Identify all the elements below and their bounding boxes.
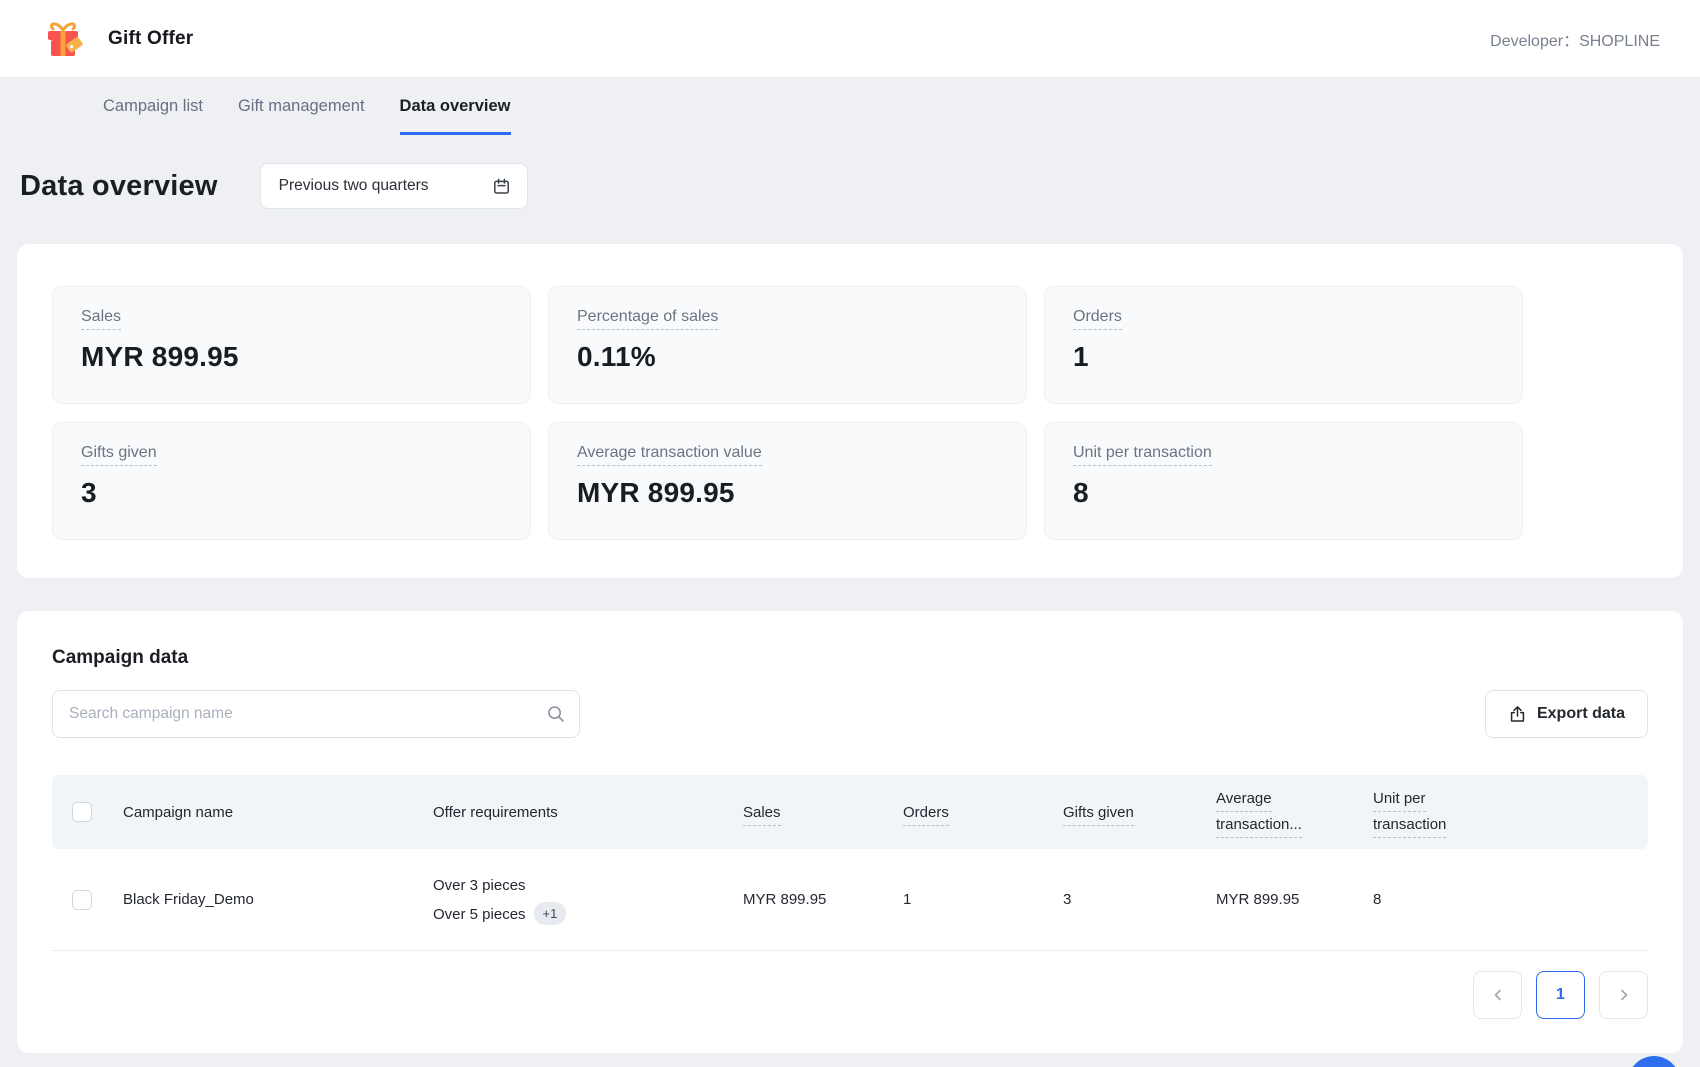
export-icon: [1508, 705, 1527, 724]
column-header-average-transaction: Average transaction...: [1216, 786, 1373, 838]
column-header-unit-per-transaction: Unit per transaction: [1373, 786, 1648, 838]
stat-card-average-transaction-value: Average transaction value MYR 899.95: [548, 422, 1027, 540]
campaign-data-panel: Campaign data Export data: [17, 611, 1683, 1053]
search-input[interactable]: [52, 690, 580, 738]
stat-card-unit-per-transaction: Unit per transaction 8: [1044, 422, 1523, 540]
chevron-right-icon: [1616, 987, 1632, 1003]
stat-label: Unit per transaction: [1073, 444, 1212, 466]
pagination-prev-button[interactable]: [1473, 971, 1522, 1019]
app-title: Gift Offer: [108, 27, 194, 49]
stat-value: 8: [1073, 477, 1089, 508]
cell-orders: 1: [903, 891, 912, 908]
stat-card-gifts-given: Gifts given 3: [52, 422, 531, 540]
tab-gift-management[interactable]: Gift management: [237, 96, 365, 115]
tab-bar: Campaign list Gift management Data overv…: [0, 78, 1700, 135]
cell-campaign-name: Black Friday_Demo: [123, 891, 254, 908]
export-data-button[interactable]: Export data: [1484, 690, 1648, 738]
row-checkbox[interactable]: [72, 889, 92, 910]
stat-label: Gifts given: [81, 444, 157, 466]
page-title: Data overview: [20, 169, 218, 202]
stat-card-orders: Orders 1: [1044, 286, 1523, 404]
column-header-campaign-name: Campaign name: [123, 803, 234, 821]
floating-action-button[interactable]: [1628, 1056, 1680, 1067]
stat-value: 3: [81, 477, 97, 508]
date-range-select[interactable]: Previous two quarters: [259, 163, 528, 209]
cell-offer-requirements: Over 3 pieces Over 5 pieces +1: [433, 871, 743, 929]
column-header-gifts-given: Gifts given: [1063, 803, 1216, 826]
cell-average-transaction: MYR 899.95: [1216, 891, 1300, 908]
stat-value: 0.11%: [577, 341, 656, 372]
pagination: 1: [52, 971, 1648, 1019]
date-range-value: Previous two quarters: [278, 177, 429, 194]
app-header: Gift Offer Developer：SHOPLINE: [0, 0, 1700, 78]
campaign-table: Campaign name Offer requirements Sales O…: [52, 775, 1648, 951]
stat-card-sales: Sales MYR 899.95: [52, 286, 531, 404]
search-icon: [546, 704, 566, 724]
table-header-row: Campaign name Offer requirements Sales O…: [52, 775, 1648, 849]
cell-unit-per-transaction: 8: [1373, 891, 1382, 908]
tab-campaign-list[interactable]: Campaign list: [103, 96, 203, 115]
tab-data-overview[interactable]: Data overview: [399, 78, 511, 135]
table-toolbar: Export data: [52, 690, 1648, 738]
developer-info: Developer：SHOPLINE: [1490, 27, 1660, 51]
stat-card-percentage-of-sales: Percentage of sales 0.11%: [548, 286, 1027, 404]
pagination-page-button[interactable]: 1: [1536, 971, 1585, 1019]
gift-icon: [40, 16, 86, 62]
more-offers-badge[interactable]: +1: [533, 901, 567, 925]
developer-label: Developer：: [1490, 32, 1580, 50]
stat-label: Average transaction value: [577, 444, 762, 466]
stat-value: MYR 899.95: [81, 341, 239, 372]
cell-gifts-given: 3: [1063, 891, 1072, 908]
search-box: [52, 690, 580, 738]
select-all-checkbox[interactable]: [72, 802, 92, 822]
column-header-offer-requirements: Offer requirements: [433, 803, 558, 821]
column-header-sales: Sales: [743, 803, 903, 826]
calendar-icon: [492, 177, 511, 196]
stat-label: Percentage of sales: [577, 308, 719, 330]
page-head: Data overview Previous two quarters: [20, 163, 1680, 209]
column-header-orders: Orders: [903, 803, 1063, 826]
stat-label: Sales: [81, 308, 122, 330]
table-row: Black Friday_Demo Over 3 pieces Over 5 p…: [52, 849, 1648, 951]
cell-sales: MYR 899.95: [743, 891, 827, 908]
stat-value: 1: [1073, 341, 1089, 372]
stat-value: MYR 899.95: [577, 477, 735, 508]
developer-name: SHOPLINE: [1579, 32, 1660, 50]
stat-label: Orders: [1073, 308, 1122, 330]
export-label: Export data: [1536, 705, 1625, 722]
pagination-next-button[interactable]: [1599, 971, 1648, 1019]
offer-requirement-line: Over 3 pieces: [433, 876, 526, 894]
stats-panel: Sales MYR 899.95 Percentage of sales 0.1…: [17, 244, 1683, 578]
chevron-left-icon: [1490, 987, 1506, 1003]
offer-requirement-line: Over 5 pieces: [433, 905, 526, 923]
campaign-data-title: Campaign data: [52, 647, 189, 668]
